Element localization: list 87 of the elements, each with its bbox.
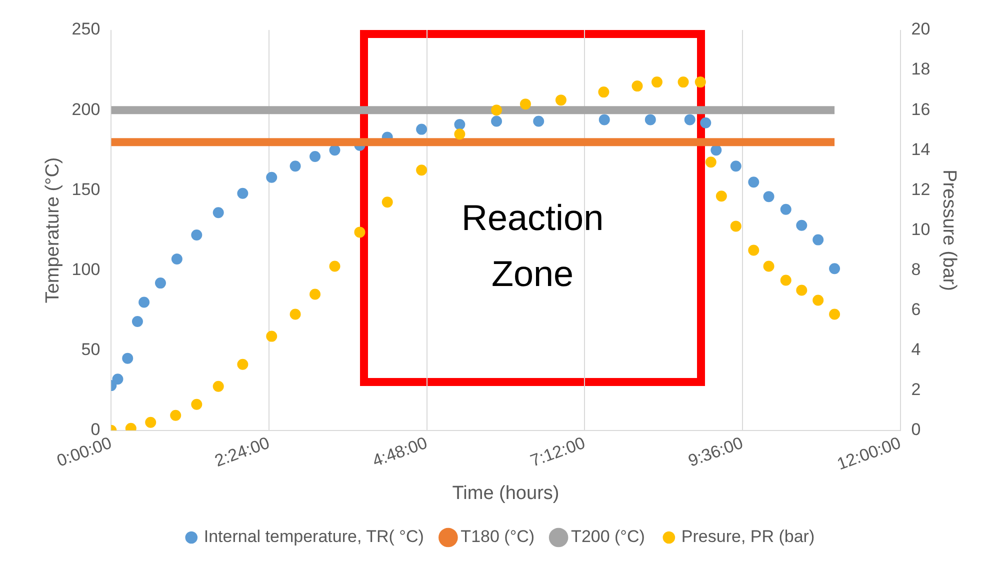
point xyxy=(644,114,656,126)
point xyxy=(730,160,742,172)
point xyxy=(191,230,202,241)
point xyxy=(533,116,544,127)
point xyxy=(138,296,150,308)
point xyxy=(678,76,689,88)
point xyxy=(748,176,760,188)
x-tick-label: 7:12:00 xyxy=(528,433,588,471)
point xyxy=(520,98,531,110)
y-tick-label: 250 xyxy=(72,20,100,39)
point xyxy=(598,86,610,98)
point xyxy=(812,234,824,246)
y-tick-label: 0 xyxy=(90,420,100,440)
point xyxy=(454,118,466,130)
point xyxy=(748,244,760,256)
point xyxy=(191,398,202,410)
point xyxy=(780,204,792,215)
legend-label: Presure, PR (bar) xyxy=(681,527,815,546)
point xyxy=(382,196,393,208)
point xyxy=(170,410,182,421)
point xyxy=(700,117,712,128)
y2-tick-label: 8 xyxy=(911,260,921,279)
point xyxy=(705,156,716,168)
x-axis-title: Time (hours) xyxy=(452,482,560,504)
y2-tick-label: 16 xyxy=(911,100,930,119)
point xyxy=(266,330,278,342)
y-tick-label: 200 xyxy=(72,100,100,119)
y2-axis-title: Pressure (bar) xyxy=(938,169,960,291)
point xyxy=(290,308,301,320)
point xyxy=(454,128,466,140)
y2-tick-label: 6 xyxy=(911,300,921,319)
point xyxy=(763,260,774,272)
y2-tick-label: 2 xyxy=(911,380,921,400)
legend-label: T180 (°C) xyxy=(460,527,535,546)
point xyxy=(416,124,428,135)
point xyxy=(145,416,156,428)
y2-tick-label: 10 xyxy=(911,220,930,239)
point xyxy=(329,144,340,156)
point xyxy=(632,80,643,92)
point xyxy=(491,104,502,116)
point xyxy=(716,190,727,202)
point xyxy=(694,76,706,88)
x-tick-label: 9:36:00 xyxy=(686,433,746,471)
legend-label: T200 (°C) xyxy=(571,527,645,546)
point xyxy=(416,164,428,176)
y2-tick-label: 12 xyxy=(911,180,930,199)
annotation: Reaction Zone xyxy=(460,196,605,296)
point xyxy=(212,380,224,392)
point xyxy=(266,172,278,183)
y2-tick-label: 20 xyxy=(911,20,930,39)
point xyxy=(491,116,502,127)
x-tick-label: 4:48:00 xyxy=(370,433,430,471)
point xyxy=(171,254,182,265)
point xyxy=(329,260,340,272)
point xyxy=(132,316,143,327)
point xyxy=(710,144,722,156)
point xyxy=(796,220,808,231)
y2-tick-label: 14 xyxy=(911,140,930,159)
y2-tick-label: 4 xyxy=(911,340,921,360)
y-tick-label: 50 xyxy=(81,340,100,360)
point xyxy=(237,188,248,199)
y2-tick-label: 18 xyxy=(911,60,930,79)
point xyxy=(684,114,696,126)
point xyxy=(829,263,840,274)
point xyxy=(812,294,824,306)
y-tick-label: 150 xyxy=(72,180,100,199)
point xyxy=(651,76,662,88)
point xyxy=(780,274,792,286)
y-axis-title: Temperature (°C) xyxy=(42,157,64,304)
point xyxy=(598,114,610,126)
point xyxy=(290,160,301,172)
point xyxy=(310,288,321,300)
point xyxy=(237,358,248,370)
y-tick-label: 100 xyxy=(72,260,100,279)
point xyxy=(212,207,224,218)
point xyxy=(829,308,840,320)
legend-label: Internal temperature, TR( °C) xyxy=(204,527,424,546)
point xyxy=(763,191,774,202)
y2-tick-label: 0 xyxy=(911,420,921,440)
point xyxy=(354,226,366,238)
point xyxy=(154,278,166,289)
point xyxy=(112,374,124,385)
point xyxy=(730,220,742,232)
point xyxy=(555,94,566,106)
point xyxy=(796,284,808,296)
point xyxy=(310,151,321,162)
point xyxy=(122,352,134,364)
